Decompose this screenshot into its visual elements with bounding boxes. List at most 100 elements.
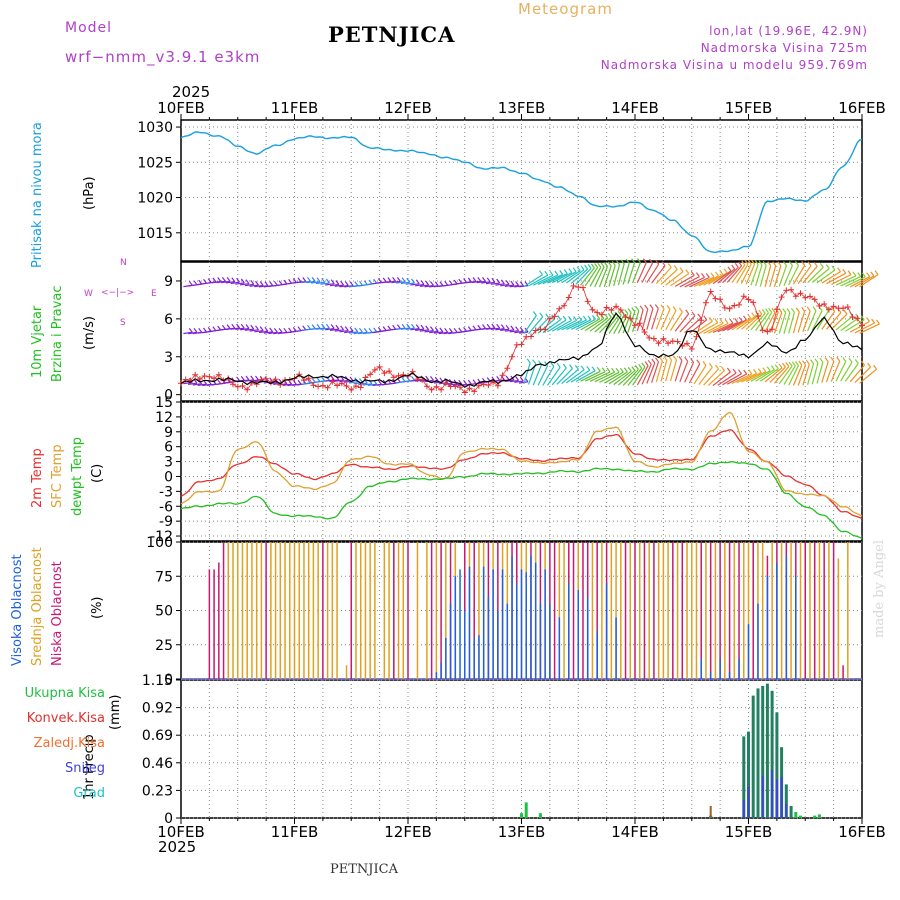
wind-barb-head: [519, 327, 524, 332]
wind-barb-head: [321, 277, 326, 283]
wind-barb-head: [467, 326, 472, 331]
wind-ytick-label: 9: [164, 274, 173, 290]
wind-barb-head: [795, 361, 799, 366]
wind-barb-head: [193, 328, 198, 333]
wind-barb: [532, 364, 543, 386]
wind-barb-head: [788, 261, 793, 266]
wind-barb: [636, 262, 647, 283]
wind-barb: [655, 360, 663, 383]
wind-barb-head: [439, 281, 444, 286]
precip-ytick-label: 0.46: [142, 756, 173, 772]
wind-barb: [684, 362, 695, 383]
wind-barb: [490, 327, 500, 330]
wind-barb: [519, 285, 529, 288]
legend-hail: Grad: [73, 786, 105, 801]
wind-barb-head: [231, 323, 236, 329]
wind-barb-head: [673, 355, 677, 361]
wind-barb: [575, 267, 592, 285]
wind-barb: [438, 331, 448, 335]
wind-barb-head: [762, 367, 767, 373]
wind-ytick-label: 6: [164, 312, 173, 328]
wind-barb: [244, 328, 254, 331]
wind-barb-head: [217, 277, 222, 282]
wind-barb-head: [472, 277, 477, 282]
cloud-label-low: Niska Oblacnost: [50, 561, 65, 666]
precip-bar: [742, 800, 745, 818]
wind-barb: [797, 311, 806, 333]
wind-barb: [410, 328, 420, 331]
wind-barb-head: [539, 270, 543, 276]
precip-bar: [817, 814, 821, 818]
day-label-bottom: 10FEB: [157, 823, 204, 841]
wind-barb-head: [491, 323, 496, 329]
wind-barb-head: [486, 277, 491, 283]
wind-barb: [816, 310, 829, 331]
wind-barb-head: [690, 357, 695, 363]
wind-barb-head: [430, 326, 434, 331]
wind-barb-head: [777, 261, 782, 267]
wind-barb: [495, 283, 505, 286]
temp-line-1: [180, 429, 863, 520]
wind-barb-head: [719, 318, 724, 324]
wind-barb-head: [292, 327, 297, 332]
wind-barb: [741, 314, 759, 330]
wind-barb-head: [472, 379, 477, 385]
wind-barb: [689, 276, 710, 288]
wind-barb: [235, 327, 245, 330]
wind-barb-head: [684, 356, 689, 362]
wind-barb: [698, 275, 719, 287]
wind-barb-head: [463, 326, 468, 332]
day-label-top: 13FEB: [498, 99, 545, 117]
wind-barb-head: [477, 276, 482, 282]
wind-barb: [660, 269, 678, 285]
pressure-line: [180, 131, 863, 254]
wind-barb-head: [311, 277, 316, 282]
wind-barb-head: [510, 325, 515, 331]
wind-barb-head: [401, 377, 406, 382]
day-label-top: 11FEB: [271, 99, 318, 117]
wind-barb-head: [715, 271, 719, 277]
precip-bar: [765, 683, 769, 818]
cloud-ytick-label: 25: [155, 638, 173, 654]
wind-barb-head: [596, 366, 601, 372]
wind-barb-head: [651, 358, 656, 364]
wind-barb: [551, 367, 567, 386]
wind-barb-head: [236, 323, 241, 329]
day-label-bottom: 14FEB: [611, 823, 658, 841]
precip-ytick-label: 0.69: [142, 728, 173, 744]
wind-barb-head: [344, 326, 349, 331]
precip-bar: [784, 784, 788, 818]
day-label-top: 15FEB: [725, 99, 772, 117]
wind-barb-head: [606, 367, 611, 373]
wind-barb-head: [316, 323, 321, 329]
wind-barb-head: [221, 324, 226, 330]
wind-barb: [821, 361, 829, 383]
wind-barb: [391, 280, 401, 284]
wind-barb-head: [678, 307, 683, 313]
legend-total-rain: Ukupna Kisa: [24, 686, 105, 701]
wind-barb: [216, 280, 226, 284]
temp-ytick-label: -9: [159, 514, 173, 530]
wind-barb-head: [666, 305, 671, 310]
precip-bar: [789, 806, 793, 818]
wind-barb-head: [814, 358, 819, 364]
precip-bar: [761, 776, 764, 818]
wind-barb-head: [406, 277, 411, 283]
wind-barb-head: [638, 363, 643, 369]
wind-barb-head: [627, 308, 632, 313]
wind-barb: [632, 262, 641, 284]
wind-barb-head: [639, 305, 644, 311]
wind-barb-head: [297, 326, 302, 332]
wind-barb-head: [198, 279, 203, 285]
wind-barb-head: [768, 308, 773, 313]
wind-barb-head: [798, 360, 803, 366]
wind-barb: [835, 315, 854, 331]
wind-barb-head: [278, 280, 283, 286]
wind-barb-head: [597, 262, 602, 268]
wind-barb-head: [604, 262, 608, 267]
wind-barb-head: [696, 359, 701, 365]
wind-barb-head: [519, 281, 524, 287]
pressure-ytick-label: 1030: [137, 120, 173, 136]
wind-barb-head: [377, 327, 382, 332]
wind-barb: [636, 309, 644, 332]
